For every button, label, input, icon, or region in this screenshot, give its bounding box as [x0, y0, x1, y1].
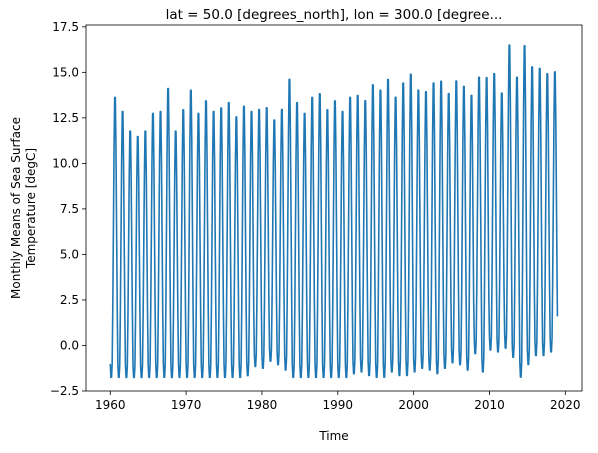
y-tick-label: 7.5: [60, 202, 79, 216]
series-group: [109, 44, 559, 379]
y-tick-label: 10.0: [52, 156, 79, 170]
x-tick-label: 2010: [474, 398, 505, 412]
x-tick-label: 1960: [95, 398, 126, 412]
y-axis-label-line-1: Monthly Means of Sea Surface: [9, 117, 23, 299]
y-tick-label: −2.5: [50, 384, 79, 398]
y-tick-label: 15.0: [52, 65, 79, 79]
x-tick-label: 2020: [550, 398, 581, 412]
y-tick-label: 17.5: [52, 20, 79, 34]
plot-area: [85, 24, 583, 392]
y-tick-label: 0.0: [60, 338, 79, 352]
x-tick-label: 1990: [323, 398, 354, 412]
chart-title: lat = 50.0 [degrees_north], lon = 300.0 …: [166, 7, 503, 23]
plot-frame: [85, 24, 583, 392]
y-tick-label: 2.5: [60, 293, 79, 307]
x-axis: 1960 1970 1980 1990 2000 2010 2020: [95, 391, 581, 412]
x-axis-label: Time: [318, 429, 348, 443]
y-axis-label-line-2: Temperature [degC]: [24, 148, 38, 269]
y-tick-label: 12.5: [52, 111, 79, 125]
series-line: [109, 44, 559, 379]
y-tick-label: 5.0: [60, 247, 79, 261]
y-axis: −2.5 0.0 2.5 5.0 7.5 10.0 12.5 15.0 17.5: [50, 20, 86, 398]
x-tick-label: 1980: [247, 398, 278, 412]
x-tick-label: 1970: [171, 398, 202, 412]
x-tick-label: 2000: [398, 398, 429, 412]
